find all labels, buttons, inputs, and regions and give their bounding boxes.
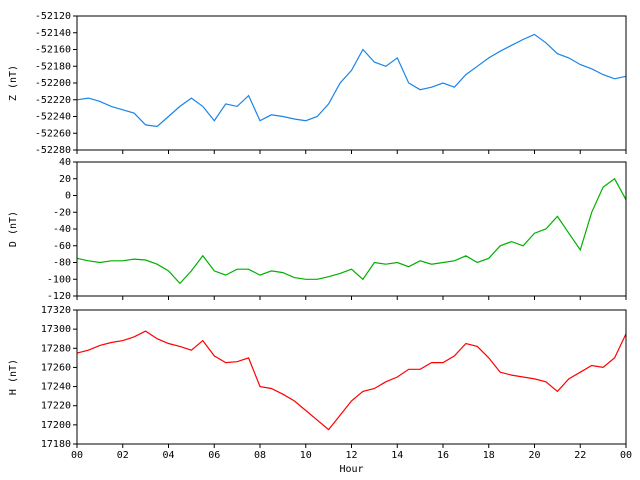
plot-frame xyxy=(76,309,627,445)
y-tick-label: -40 xyxy=(53,224,71,235)
y-tick-label: -100 xyxy=(47,274,71,285)
x-tick-label: 14 xyxy=(391,450,403,461)
x-axis-label: Hour xyxy=(339,464,363,475)
y-tick-label: -120 xyxy=(47,291,71,302)
x-tick-label: 22 xyxy=(574,450,586,461)
data-line xyxy=(76,177,627,285)
y-tick-label: -52260 xyxy=(35,128,71,139)
y-axis-label: H (nT) xyxy=(8,359,19,395)
y-tick-label: -20 xyxy=(53,207,71,218)
x-tick-label: 10 xyxy=(300,450,312,461)
x-tick-label: 18 xyxy=(483,450,495,461)
y-tick-label: -52180 xyxy=(35,61,71,72)
x-tick-label: 12 xyxy=(345,450,357,461)
y-tick-label: -52160 xyxy=(35,45,71,56)
plot-frame xyxy=(76,15,627,151)
data-line xyxy=(76,330,627,431)
x-tick-label: 02 xyxy=(117,450,129,461)
y-tick-label: 0 xyxy=(65,191,71,202)
y-tick-label: 17180 xyxy=(41,439,71,450)
x-tick-label: 04 xyxy=(162,450,174,461)
y-tick-label: 17220 xyxy=(41,401,71,412)
y-tick-label: -60 xyxy=(53,241,71,252)
y-tick-label: -52240 xyxy=(35,112,71,123)
y-tick-label: -52120 xyxy=(35,11,71,22)
y-tick-label: 17300 xyxy=(41,324,71,335)
y-tick-label: -52140 xyxy=(35,28,71,39)
x-tick-label: 00 xyxy=(71,450,83,461)
x-tick-label: 00 xyxy=(620,450,632,461)
x-tick-label: 06 xyxy=(208,450,220,461)
x-tick-label: 08 xyxy=(254,450,266,461)
x-tick-label: 16 xyxy=(437,450,449,461)
y-axis-label: D (nT) xyxy=(8,211,19,247)
y-tick-label: -52200 xyxy=(35,78,71,89)
y-tick-label: 17280 xyxy=(41,343,71,354)
y-tick-label: 17200 xyxy=(41,420,71,431)
y-tick-label: 20 xyxy=(59,174,71,185)
y-tick-label: 40 xyxy=(59,157,71,168)
y-tick-label: -80 xyxy=(53,258,71,269)
y-tick-label: 17240 xyxy=(41,382,71,393)
y-axis-label: Z (nT) xyxy=(8,65,19,101)
plot-frame xyxy=(76,161,627,297)
y-tick-label: -52220 xyxy=(35,95,71,106)
y-tick-label: 17260 xyxy=(41,362,71,373)
data-line xyxy=(76,33,627,128)
y-tick-label: 17320 xyxy=(41,305,71,316)
x-tick-label: 20 xyxy=(528,450,540,461)
y-tick-label: -52280 xyxy=(35,145,71,156)
